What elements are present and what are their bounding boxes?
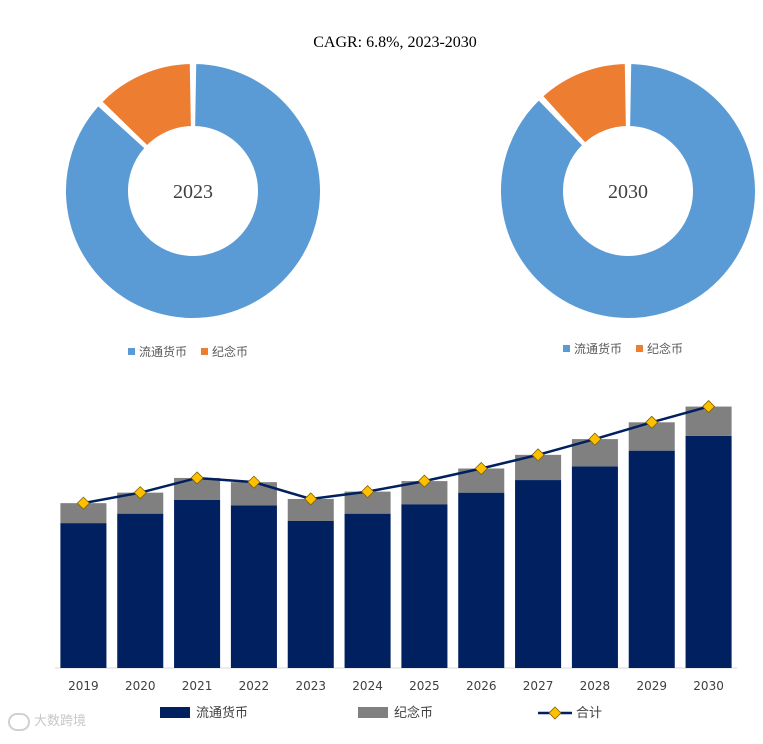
line-marker <box>190 471 204 485</box>
legend-label: 纪念币 <box>647 341 683 356</box>
watermark: 大数跨境 <box>8 710 86 731</box>
legend-swatch <box>201 348 208 355</box>
legend-swatch-commemorative <box>358 707 388 718</box>
bar-circulating-2029 <box>628 450 675 668</box>
bar-commemorative-2019 <box>60 503 107 524</box>
donut-slice-commemorative <box>99 62 193 148</box>
donut-slice-commemorative <box>540 62 628 145</box>
line-marker <box>588 432 602 446</box>
legend-swatch-total-marker <box>548 706 562 720</box>
donut-center-label: 2023 <box>173 181 213 203</box>
x-tick-label: 2030 <box>693 679 724 693</box>
bar-circulating-2028 <box>571 466 618 668</box>
donut-slice-circulating <box>499 61 757 320</box>
line-marker <box>531 448 545 462</box>
bar-circulating-2024 <box>344 513 391 668</box>
legend-label: 合计 <box>576 706 602 721</box>
bar-commemorative-2023 <box>287 498 334 521</box>
watermark-text: 大数跨境 <box>34 714 87 729</box>
bar-circulating-2026 <box>458 492 505 668</box>
bar-commemorative-2021 <box>174 477 221 500</box>
x-tick-label: 2023 <box>295 679 326 693</box>
x-tick-label: 2022 <box>239 679 270 693</box>
line-total <box>83 405 709 505</box>
x-tick-label: 2024 <box>352 679 383 693</box>
bar-circulating-2025 <box>401 504 448 668</box>
chart-title: CAGR: 6.8%, 2023-2030 <box>313 34 477 51</box>
stacked-bar-chart: 2019 2020 2021 2022 2023 2024 2025 2026 2027 2028… <box>55 399 737 721</box>
donut-2023: 2023 流通货币 纪念币 <box>64 61 322 359</box>
legend-label: 流通货币 <box>139 344 187 359</box>
line-marker <box>702 399 716 414</box>
bar-circulating-2023 <box>287 521 334 668</box>
line-marker <box>76 496 90 510</box>
x-tick-label: 2028 <box>580 679 611 693</box>
bar-circulating-2022 <box>230 505 277 668</box>
x-tick-label: 2021 <box>182 679 213 693</box>
x-tick-label: 2026 <box>466 679 497 693</box>
line-marker <box>361 485 375 499</box>
legend-label: 纪念币 <box>394 705 433 721</box>
line-marker <box>304 492 318 506</box>
bar-commemorative-2020 <box>117 492 164 514</box>
line-marker <box>133 486 147 500</box>
legend-swatch-circulating <box>160 707 190 718</box>
line-marker <box>474 461 488 476</box>
legend-swatch <box>563 345 570 352</box>
legend-swatch <box>128 348 135 355</box>
donut-slice-circulating <box>64 61 322 320</box>
bar-circulating-2019 <box>60 523 107 668</box>
line-marker <box>417 474 431 488</box>
bar-commemorative-2024 <box>344 491 391 514</box>
x-tick-label: 2029 <box>636 679 667 693</box>
line-marker <box>645 415 659 429</box>
donut-2030: 2030 流通货币 纪念币 <box>499 61 757 356</box>
bar-circulating-2027 <box>515 480 562 668</box>
bar-commemorative-2022 <box>230 482 277 506</box>
legend-label: 流通货币 <box>196 705 248 721</box>
bar-circulating-2030 <box>685 435 732 668</box>
bar-commemorative-2025 <box>401 481 448 505</box>
bar-circulating-2021 <box>174 500 221 668</box>
legend-swatch <box>636 345 643 352</box>
line-marker <box>247 475 261 489</box>
watermark-logo-icon <box>8 712 30 731</box>
x-tick-label: 2027 <box>523 679 554 693</box>
x-tick-label: 2020 <box>125 679 156 693</box>
legend-label: 纪念币 <box>212 344 248 359</box>
legend-label: 流通货币 <box>574 341 622 356</box>
bar-circulating-2020 <box>117 513 164 668</box>
x-tick-label: 2025 <box>409 679 440 693</box>
donut-center-label: 2030 <box>608 181 648 203</box>
x-tick-label: 2019 <box>68 679 99 693</box>
